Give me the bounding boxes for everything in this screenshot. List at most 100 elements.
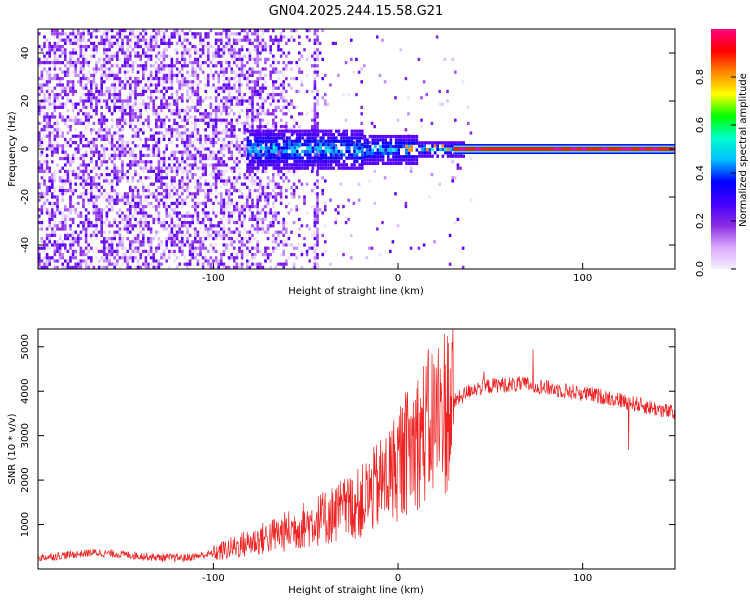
spectrogram-cell [152, 150, 155, 154]
spectrogram-cell [162, 41, 166, 45]
spectrogram-cell [253, 237, 257, 241]
spectrogram-cell [82, 29, 85, 33]
spectrogram-cell [95, 35, 98, 39]
spectrogram-cell [56, 249, 59, 253]
spectrogram-cell [186, 195, 189, 199]
spectrogram-cell [191, 246, 194, 250]
spectrogram-cell [227, 51, 231, 55]
spectrogram-cell [347, 93, 350, 97]
spectrogram-cell [279, 35, 283, 39]
spectrogram-cell [227, 128, 231, 132]
spectrogram-cell [402, 155, 406, 159]
spectrogram-cell [142, 35, 145, 39]
spectrogram-cell [178, 230, 181, 234]
spectrogram-cell [272, 89, 275, 93]
spectrogram-cell [64, 221, 67, 225]
spectrogram-cell [131, 195, 135, 199]
spectrogram-cell [266, 45, 270, 49]
spectrogram-cell [131, 259, 135, 263]
spectrogram-cell [256, 169, 259, 173]
spectrogram-cell [267, 153, 270, 157]
spectrogram-cell [129, 125, 132, 129]
spectrogram-cell [61, 195, 64, 199]
spectrogram-cell [420, 125, 423, 129]
spectrogram-cell [201, 48, 205, 52]
spectrogram-cell [152, 38, 155, 42]
spectrogram-cell [345, 149, 348, 153]
spectrogram-cell [227, 144, 231, 148]
spectrogram-cell [144, 41, 148, 45]
spectrogram-cell [87, 233, 90, 237]
spectrogram-cell [144, 147, 148, 151]
spectrogram-cell [225, 118, 228, 122]
spectrogram-cell [233, 125, 236, 129]
spectrogram-cell [246, 156, 250, 160]
spectrogram-cell [82, 54, 85, 58]
spectrogram-cell [175, 67, 179, 71]
spectrogram-cell [149, 230, 153, 234]
spectrogram-cell [149, 166, 153, 170]
spectrogram-cell [58, 246, 62, 250]
spectrogram-cell [264, 48, 267, 52]
spectrogram-cell [230, 45, 233, 49]
spectrogram-cell [56, 144, 59, 148]
spectrogram-cell [251, 118, 254, 122]
spectrogram-cell [366, 151, 369, 155]
spectrogram-cell [97, 150, 101, 154]
spectrogram-cell [303, 195, 306, 199]
spectrogram-cell [110, 246, 114, 250]
spectrogram-cell [95, 224, 98, 228]
spectrogram-cell [298, 195, 301, 199]
spectrogram-cell [129, 243, 132, 247]
spectrogram-cell [270, 156, 273, 160]
spectrogram-cell [240, 102, 244, 106]
spectrogram-cell [170, 93, 174, 97]
spectrogram-cell [194, 109, 197, 113]
spectrogram-cell [230, 118, 233, 122]
spectrogram-cell [355, 136, 359, 140]
spectrogram-cell [162, 150, 166, 154]
spectrogram-cell [113, 157, 116, 161]
spectrogram-cell [279, 221, 283, 225]
spectrogram-cell [136, 163, 140, 167]
spectrogram-cell [51, 179, 54, 183]
spectrogram-cell [58, 144, 62, 148]
spectrogram-cell [58, 32, 62, 36]
spectrogram-cell [285, 67, 288, 71]
spectrogram-cell [149, 57, 153, 61]
spectrogram-cell [66, 99, 70, 103]
spectrogram-cell [92, 128, 96, 132]
spectrogram-cell [123, 86, 127, 90]
spectrogram-cell [108, 198, 111, 202]
spectrogram-cell [108, 253, 111, 257]
spectrogram-cell [40, 176, 44, 180]
spectrogram-cell [248, 67, 252, 71]
spectrogram-cell [121, 134, 124, 138]
spectrogram-cell [126, 230, 129, 234]
spectrogram-cell [253, 32, 257, 36]
spectrogram-cell [97, 265, 101, 269]
spectrogram-cell [259, 153, 263, 157]
spectrogram-cell [71, 221, 75, 225]
spectrogram-cell [79, 141, 83, 145]
spectrogram-cell [194, 205, 197, 209]
spectrogram-cell [71, 102, 75, 106]
spectrogram-cell [418, 151, 421, 155]
spectrogram-cell [212, 237, 215, 241]
spectrogram-cell [225, 61, 228, 65]
spectrogram-cell [155, 208, 158, 212]
spectrogram-cell [238, 208, 241, 212]
spectrogram-cell [194, 192, 197, 196]
spectrogram-cell [345, 139, 348, 143]
spectrogram-cell [272, 83, 275, 87]
spectrogram-cell [313, 112, 317, 116]
spectrogram-cell [261, 77, 265, 81]
spectrogram-cell [105, 32, 109, 36]
spectrogram-cell [316, 41, 319, 45]
spectrogram-cell [87, 77, 90, 81]
spectrogram-cell [38, 208, 41, 212]
spectrogram-cell [84, 221, 88, 225]
spectrogram-cell [113, 77, 116, 81]
spectrogram-cell [87, 224, 90, 228]
spectrogram-cell [407, 141, 411, 145]
